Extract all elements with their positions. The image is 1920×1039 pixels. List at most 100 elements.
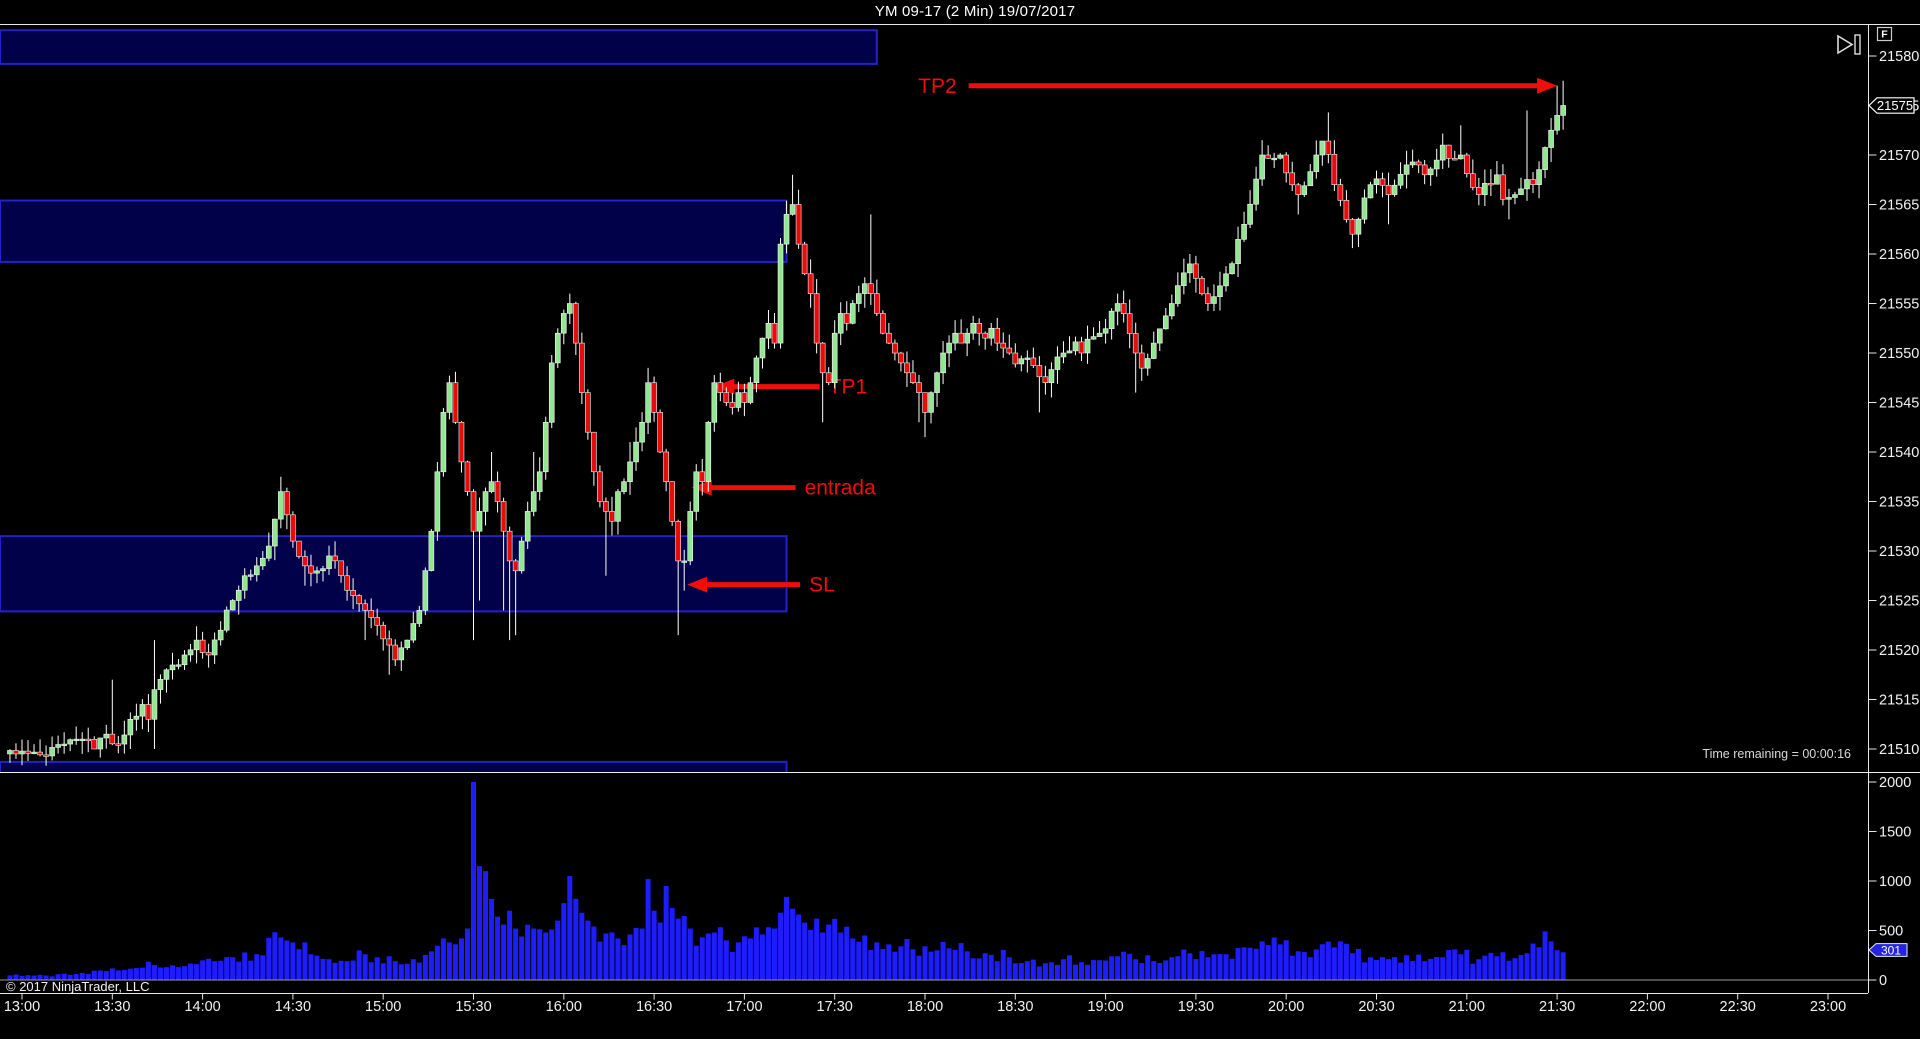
zone-rect[interactable] xyxy=(0,535,788,613)
skip-to-end-icon[interactable] xyxy=(1837,34,1861,55)
candle xyxy=(1253,166,1259,211)
volume-bar xyxy=(73,974,79,980)
volume-bar xyxy=(278,937,284,980)
candle-body-up xyxy=(1457,154,1464,160)
volume-bar xyxy=(1319,944,1325,980)
candle xyxy=(982,331,989,350)
annotation-tp1[interactable]: TP1 xyxy=(714,376,867,399)
candle-body-up xyxy=(831,332,838,384)
volume-bar xyxy=(946,948,952,980)
volume-bar xyxy=(1036,966,1042,980)
candle xyxy=(783,200,790,254)
candle-body-up xyxy=(693,471,700,512)
volume-bar xyxy=(1085,964,1091,980)
volume-bar xyxy=(31,975,37,980)
volume-bar xyxy=(1060,959,1066,980)
candle xyxy=(1114,293,1121,326)
candle xyxy=(1060,341,1067,364)
time-tick-label: 18:30 xyxy=(997,999,1033,1015)
price-tick-label: 21570 xyxy=(1879,148,1919,164)
price-tick-label: 21555 xyxy=(1879,297,1919,313)
candle xyxy=(946,335,952,368)
volume-bar xyxy=(1000,949,1006,980)
volume-bar xyxy=(1169,957,1175,980)
volume-bar xyxy=(13,974,19,980)
candle-body-down xyxy=(669,481,675,522)
candle xyxy=(843,301,850,331)
volume-bar xyxy=(1054,964,1060,980)
candle-body-up xyxy=(488,481,495,492)
candle xyxy=(61,732,67,754)
candle-body-up xyxy=(1181,272,1187,286)
candle-body-up xyxy=(1494,174,1500,185)
arrow-left-icon xyxy=(714,378,735,395)
annotation-label: TP2 xyxy=(918,75,957,98)
zone-rect[interactable] xyxy=(0,29,878,65)
candle xyxy=(314,566,320,584)
volume-bar xyxy=(1548,941,1554,980)
candle-body-down xyxy=(807,273,814,294)
volume-bar xyxy=(501,924,507,980)
candle-body-down xyxy=(1126,313,1133,334)
annotation-sl[interactable]: SL xyxy=(687,574,835,597)
candle-body-up xyxy=(1433,159,1440,170)
annotation-tp2[interactable]: TP2 xyxy=(918,75,1558,98)
volume-bar xyxy=(350,960,356,980)
candle-body-up xyxy=(1102,328,1109,334)
candle-body-down xyxy=(1205,293,1211,304)
candle xyxy=(1367,181,1374,199)
annotation-entrada[interactable]: entrada xyxy=(691,477,876,500)
candle xyxy=(1313,140,1320,179)
candle xyxy=(711,375,718,432)
candle xyxy=(1488,169,1494,197)
price-tick-label: 21560 xyxy=(1879,247,1919,263)
candle-body-up xyxy=(79,738,85,741)
candle xyxy=(284,487,290,530)
candle xyxy=(272,518,278,561)
candle-body-down xyxy=(500,501,507,532)
volume-bar xyxy=(1066,955,1072,980)
candle xyxy=(169,652,176,680)
candle xyxy=(970,315,976,340)
candle xyxy=(320,565,326,582)
candle xyxy=(13,743,19,759)
candle xyxy=(741,383,748,417)
candle-body-up xyxy=(1150,342,1157,359)
candle xyxy=(639,412,645,452)
volume-bar xyxy=(573,898,579,980)
candle-body-up xyxy=(554,332,561,364)
candle xyxy=(837,302,844,346)
candle-body-down xyxy=(813,293,820,344)
candle xyxy=(1542,146,1548,179)
candle-body-down xyxy=(663,451,669,483)
volume-bar xyxy=(778,912,784,980)
volume-bar xyxy=(633,927,639,980)
candle xyxy=(1457,125,1464,160)
candle-body-up xyxy=(530,491,537,512)
candle xyxy=(290,511,296,548)
candle xyxy=(241,568,248,599)
candle xyxy=(392,639,399,666)
candle-body-up xyxy=(621,481,627,492)
volume-bar xyxy=(236,961,242,980)
candle-body-up xyxy=(1241,224,1247,240)
fixed-scale-button[interactable]: F xyxy=(1876,26,1893,42)
candle-body-up xyxy=(855,293,862,304)
time-tick-label: 13:30 xyxy=(94,999,130,1015)
time-axis-scale[interactable] xyxy=(0,993,1868,1018)
candle-body-down xyxy=(717,382,724,393)
candle xyxy=(332,541,338,569)
candle-body-up xyxy=(1169,303,1175,317)
zone-rect[interactable] xyxy=(0,199,788,263)
trade-annotations: TP2 TP1 entrada SL xyxy=(687,75,1558,597)
candle-body-down xyxy=(1470,173,1476,188)
price-axis-scale[interactable] xyxy=(1868,25,1920,993)
candle xyxy=(988,322,995,346)
volume-bar xyxy=(43,975,49,980)
zone-rect[interactable] xyxy=(0,760,788,794)
candle-body-up xyxy=(548,362,555,423)
candle-body-down xyxy=(729,402,736,408)
volume-bar xyxy=(1265,945,1271,980)
candle xyxy=(1512,191,1518,205)
